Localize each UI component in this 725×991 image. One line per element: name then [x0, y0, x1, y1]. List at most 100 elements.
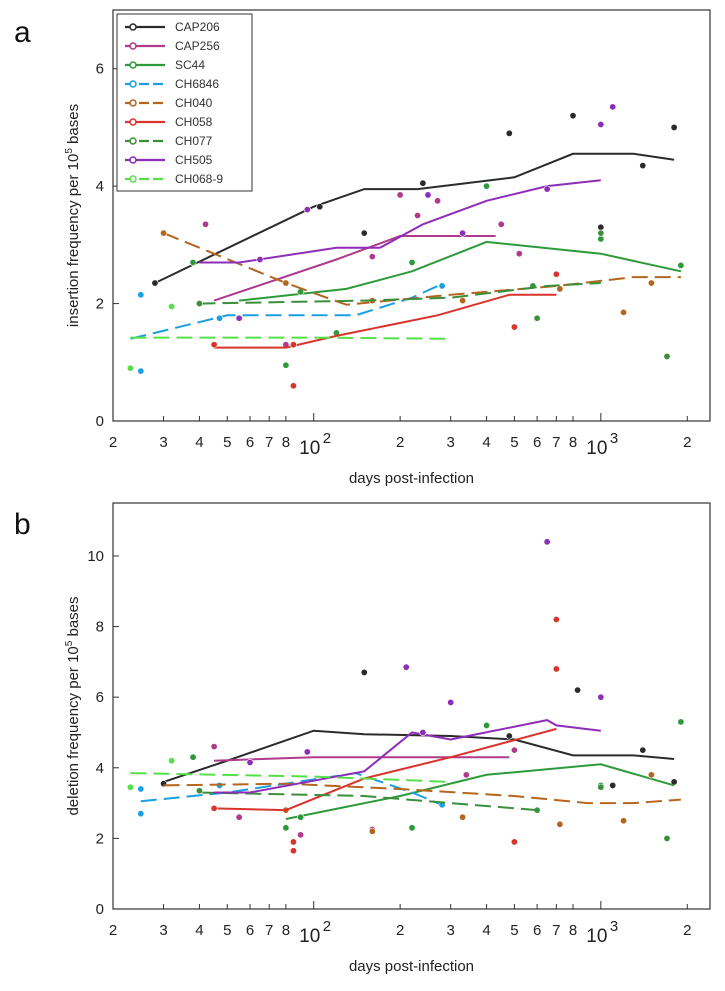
data-point-cap206 [670, 123, 678, 131]
x-tick-label: 2 [396, 922, 404, 939]
data-point-ch505 [597, 693, 605, 701]
data-point-sc44 [282, 824, 290, 832]
panel-b-label: b [14, 508, 31, 541]
data-point-ch058 [552, 616, 560, 624]
y-tick-label: 8 [96, 619, 104, 636]
y-tick-label: 6 [96, 61, 104, 78]
data-point-ch040 [459, 813, 467, 821]
x-tick-label: 3 [447, 922, 455, 939]
legend-label-ch058: CH058 [175, 115, 213, 129]
data-point-sc44 [677, 718, 685, 726]
data-point-cap256 [210, 743, 218, 751]
data-point-ch505 [597, 120, 605, 128]
x-tick-label: 8 [282, 922, 290, 939]
data-point-ch505 [447, 698, 455, 706]
legend-label-ch505: CH505 [175, 153, 213, 167]
plot-frame [112, 502, 711, 910]
x-tick-label: 2 [683, 434, 691, 451]
data-point-sc44 [408, 824, 416, 832]
data-point-sc44 [408, 258, 416, 266]
data-point-ch068-9 [126, 364, 134, 372]
x-tick-label: 10 [586, 926, 607, 947]
data-point-ch058 [510, 323, 518, 331]
x-tick-label: 7 [265, 434, 273, 451]
data-point-ch077 [663, 834, 671, 842]
series-line-ch068-9 [130, 336, 451, 340]
data-point-cap206 [505, 732, 513, 740]
x-axis-title: days post-infection [349, 958, 474, 975]
y-tick-label: 0 [96, 413, 104, 430]
data-point-ch040 [459, 297, 467, 305]
series-line-cap206 [163, 729, 675, 783]
x-tick-label: 2 [109, 434, 117, 451]
x-tick-label: 8 [569, 434, 577, 451]
data-point-ch058 [289, 341, 297, 349]
x-tick-label: 10 [299, 926, 320, 947]
legend-label-ch6846: CH6846 [175, 77, 219, 91]
x-tick-label: 4 [482, 434, 490, 451]
data-point-ch058 [210, 341, 218, 349]
data-point-cap206 [151, 279, 159, 287]
x-tick-label: 3 [159, 922, 167, 939]
data-point-ch6846 [137, 785, 145, 793]
legend-marker-cap256 [129, 42, 137, 50]
data-point-ch505 [256, 256, 264, 264]
data-point-cap206 [574, 686, 582, 694]
data-point-cap206 [360, 668, 368, 676]
data-point-ch077 [663, 352, 671, 360]
x-tick-label-exponent: 3 [610, 430, 618, 447]
x-tick-label: 5 [510, 922, 518, 939]
data-point-ch077 [597, 783, 605, 791]
x-tick-label-exponent: 3 [610, 918, 618, 935]
legend-marker-ch6846 [129, 80, 137, 88]
legend-marker-ch505 [129, 156, 137, 164]
series-line-ch077 [199, 791, 538, 812]
x-tick-label: 4 [482, 922, 490, 939]
x-axis-title: days post-infection [349, 470, 474, 487]
data-point-ch058 [552, 270, 560, 278]
data-point-cap206 [609, 781, 617, 789]
x-tick-label: 8 [282, 434, 290, 451]
data-point-ch6846 [137, 810, 145, 818]
series-line-sc44 [238, 240, 682, 302]
y-tick-label: 10 [87, 548, 104, 565]
y-tick-label: 0 [96, 901, 104, 918]
legend-label-ch077: CH077 [175, 134, 213, 148]
x-tick-label: 5 [223, 434, 231, 451]
data-point-cap206 [360, 229, 368, 237]
x-tick-label: 7 [552, 922, 560, 939]
legend-marker-ch058 [129, 118, 137, 126]
data-point-ch6846 [438, 282, 446, 290]
data-point-ch040 [647, 279, 655, 287]
data-point-cap256 [515, 250, 523, 258]
series-line-ch6846 [130, 285, 439, 340]
data-point-cap206 [505, 129, 513, 137]
data-point-ch077 [195, 787, 203, 795]
data-point-ch6846 [137, 367, 145, 375]
series-line-cap206 [154, 152, 675, 284]
panel-a-label: a [14, 16, 31, 49]
data-point-sc44 [282, 361, 290, 369]
y-axis-title: deletion frequency per 105 bases [64, 596, 82, 815]
x-tick-label: 10 [299, 438, 320, 459]
data-point-ch6846 [216, 314, 224, 322]
legend-marker-cap206 [129, 23, 137, 31]
data-point-ch505 [424, 191, 432, 199]
series-line-ch505 [214, 719, 601, 794]
data-point-sc44 [297, 813, 305, 821]
data-point-ch077 [533, 314, 541, 322]
data-point-ch040 [620, 817, 628, 825]
data-point-sc44 [189, 753, 197, 761]
data-point-ch040 [368, 827, 376, 835]
data-point-ch068-9 [126, 783, 134, 791]
data-point-cap256 [462, 771, 470, 779]
data-point-cap256 [235, 813, 243, 821]
data-point-ch505 [303, 206, 311, 214]
data-point-ch505 [609, 103, 617, 111]
legend-marker-ch077 [129, 137, 137, 145]
series-line-ch068-9 [130, 772, 451, 783]
data-point-cap256 [414, 212, 422, 220]
data-point-cap206 [639, 746, 647, 754]
